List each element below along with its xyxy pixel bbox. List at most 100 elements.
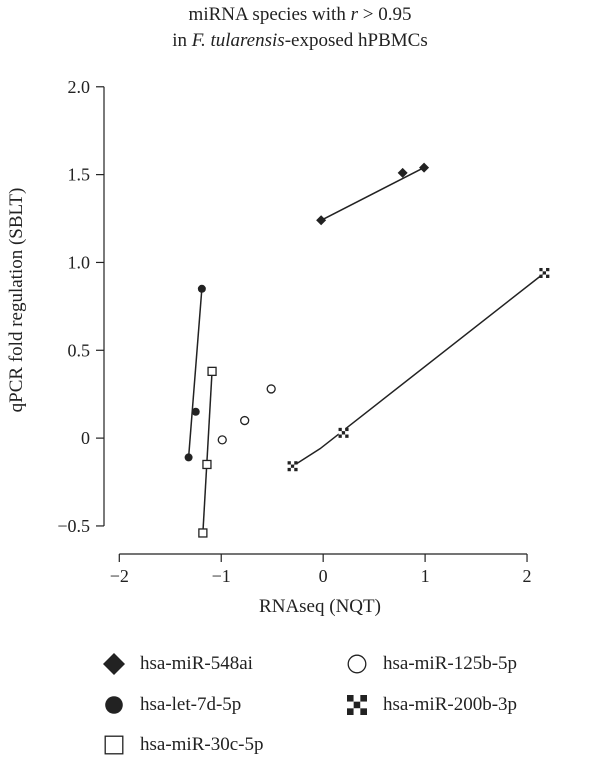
legend-item: hsa-miR-200b-3p: [345, 691, 517, 719]
square-open-marker-icon: [104, 735, 124, 755]
data-point: [287, 461, 298, 472]
data-point: [539, 267, 550, 278]
checker-cell: [542, 274, 547, 278]
checker-cell: [347, 701, 354, 709]
checker-cell: [287, 467, 291, 472]
chart-title-line-1: miRNA species with r > 0.95: [0, 4, 600, 26]
checker-cell: [546, 274, 550, 278]
legend-item: hsa-miR-548ai: [102, 650, 253, 678]
data-point: [217, 435, 227, 445]
y-tick-label: 1.0: [68, 252, 91, 272]
checker-cell: [341, 434, 346, 438]
y-tick-label: 0: [81, 428, 90, 448]
checker-cell: [287, 461, 291, 465]
legend-label: hsa-miR-548ai: [140, 653, 253, 674]
checker-cell: [294, 464, 298, 468]
checker-cell: [542, 271, 547, 275]
y-tick-label: −0.5: [57, 516, 90, 536]
data-point: [338, 427, 349, 438]
data-point: [397, 167, 408, 178]
x-axis-label: RNAseq (NQT): [259, 596, 381, 617]
checker-cell: [338, 434, 342, 438]
checker-cell: [341, 431, 346, 435]
legend-item: hsa-miR-125b-5p: [345, 650, 517, 678]
checker-cell: [353, 708, 361, 715]
data-point: [266, 384, 276, 394]
legend-item: hsa-let-7d-5p: [102, 691, 241, 719]
checker-cell: [345, 427, 349, 432]
checker-cell: [287, 464, 291, 468]
checker-cell: [345, 434, 349, 438]
y-tick-label: 0.5: [68, 340, 91, 360]
checker-cell: [539, 274, 543, 278]
checker-cell: [294, 461, 298, 465]
data-point: [198, 528, 208, 538]
y-tick-label: 1.5: [68, 165, 91, 185]
title-r-symbol: r: [350, 4, 358, 25]
legend-label: hsa-let-7d-5p: [140, 694, 242, 715]
data-point: [347, 654, 367, 674]
data-point: [316, 215, 327, 226]
legend-label: hsa-miR-30c-5p: [140, 734, 264, 755]
data-point: [207, 366, 217, 377]
checker-cell: [290, 464, 295, 468]
data-point: [419, 162, 430, 173]
checker-cell: [353, 701, 361, 709]
data-points: [184, 162, 550, 538]
checker-cell: [360, 708, 367, 715]
diamond-filled-marker-icon: [103, 653, 125, 675]
checker-cell: [542, 267, 547, 272]
data-point: [184, 453, 193, 462]
x-tick-label: 1: [421, 566, 430, 586]
checker-cell: [290, 467, 295, 472]
chart-title-line-2: in F. tularensis-exposed hPBMCs: [0, 30, 600, 52]
checker-cell: [338, 431, 342, 435]
legend-item: hsa-miR-30c-5p: [102, 731, 263, 759]
checker-cell: [294, 467, 298, 472]
fit-line: [292, 272, 545, 467]
fit-line: [320, 166, 425, 221]
title-species: F. tularensis: [191, 30, 285, 51]
checker-cell: [546, 271, 550, 275]
title-text: miRNA species with: [188, 4, 351, 25]
data-point: [347, 695, 367, 715]
axes: −0.5 0 0.5 1.0 1.5 2.0 −2 −1 0 1 2: [57, 77, 531, 586]
checker-cell: [345, 431, 349, 435]
checker-cell: [338, 427, 342, 432]
title-threshold: > 0.95: [357, 4, 412, 25]
fit-line: [187, 288, 203, 458]
checker-cell: [347, 708, 354, 715]
checker-cell: [347, 695, 354, 702]
circle-open-marker-icon: [347, 654, 367, 674]
data-point: [197, 284, 206, 293]
x-tick-label: 0: [319, 566, 328, 586]
checker-cell: [290, 461, 295, 465]
y-tick-label: 2.0: [68, 77, 91, 97]
y-axis-label: qPCR fold regulation (SBLT): [6, 188, 27, 413]
checker-cell: [341, 427, 346, 432]
title-text: -exposed hPBMCs: [284, 30, 428, 51]
data-point: [103, 653, 125, 675]
data-point: [202, 459, 212, 470]
fit-lines: [187, 166, 545, 534]
fit-line: [202, 371, 213, 534]
data-point: [105, 696, 123, 714]
circle-filled-marker-icon: [105, 696, 123, 714]
data-point: [191, 407, 200, 416]
checker-marker-icon: [347, 695, 367, 715]
x-tick-label: −1: [212, 566, 231, 586]
checker-cell: [353, 695, 361, 702]
scatter-chart: −0.5 0 0.5 1.0 1.5 2.0 −2 −1 0 1 2 RNAseq (NQT) qP…: [6, 77, 550, 617]
legend-label: hsa-miR-125b-5p: [383, 653, 518, 674]
x-tick-label: 2: [523, 566, 532, 586]
legend-label: hsa-miR-200b-3p: [383, 694, 518, 715]
checker-cell: [360, 701, 367, 709]
checker-cell: [539, 267, 543, 272]
data-point: [104, 735, 124, 755]
checker-cell: [360, 695, 367, 702]
data-point: [240, 415, 250, 426]
title-text: in: [172, 30, 192, 51]
x-tick-label: −2: [110, 566, 129, 586]
checker-cell: [546, 267, 550, 272]
checker-cell: [539, 271, 543, 275]
